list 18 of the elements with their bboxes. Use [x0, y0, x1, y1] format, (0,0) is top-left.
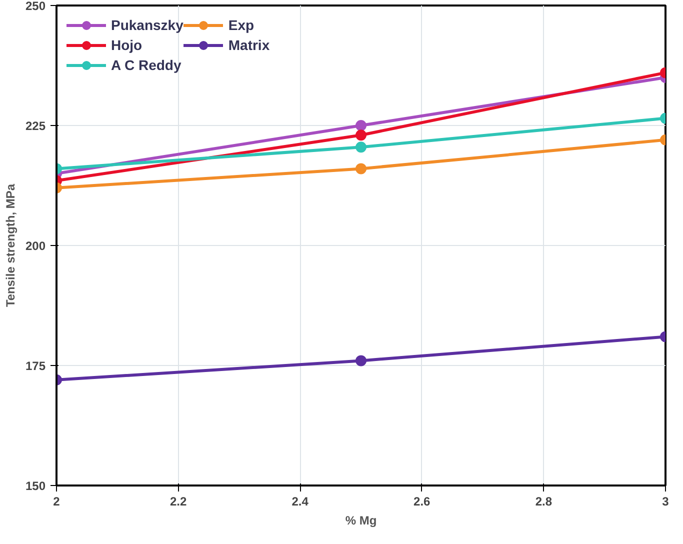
x-tick-label: 3: [662, 494, 670, 508]
y-tick-label: 150: [25, 479, 46, 493]
y-axis-title: Tensile strength, MPa: [3, 184, 18, 308]
legend-label: Matrix: [228, 37, 270, 53]
legend-label: Exp: [228, 17, 254, 33]
y-tick-label: 225: [25, 119, 46, 133]
y-tick-label: 200: [25, 239, 46, 253]
x-tick-label: 2.2: [170, 494, 187, 508]
legend-label: A C Reddy: [111, 57, 182, 73]
y-tick-label: 175: [25, 359, 46, 373]
y-tick-label: 250: [25, 0, 46, 13]
x-tick-label: 2.8: [535, 494, 552, 508]
x-tick-label: 2.6: [414, 494, 431, 508]
legend-label: Pukanszky: [111, 17, 184, 33]
legend-label: Hojo: [111, 37, 142, 53]
x-tick-label: 2.4: [292, 494, 309, 508]
x-axis-title: % Mg: [345, 514, 377, 528]
x-tick-label: 2: [53, 494, 60, 508]
